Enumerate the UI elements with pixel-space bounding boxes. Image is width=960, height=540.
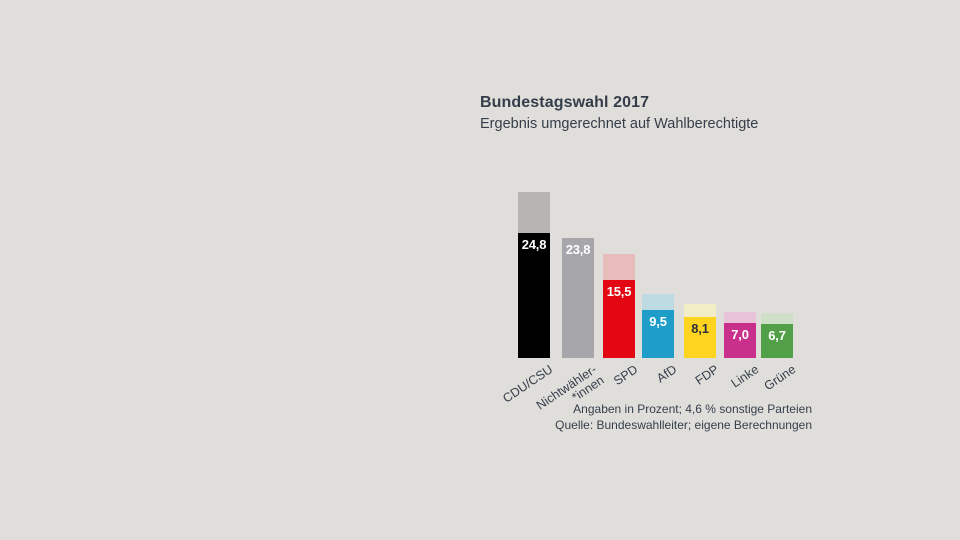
chart-subtitle: Ergebnis umgerechnet auf Wahlberechtigte (480, 116, 759, 132)
bar-solid-segment-spd: 15,5 (603, 279, 635, 358)
bar-spd: 15,5 (603, 254, 635, 358)
footnote-source: Quelle: Bundeswahlleiter; eigene Berechn… (555, 418, 812, 432)
bar-light-segment-gruene (761, 313, 793, 325)
bar-light-segment-fdp (684, 304, 716, 318)
footnote-note: Angaben in Prozent; 4,6 % sonstige Parte… (573, 402, 812, 416)
bar-gruene: 6,7 (761, 313, 793, 358)
bar-solid-segment-gruene: 6,7 (761, 324, 793, 358)
bar-afd: 9,5 (642, 294, 674, 358)
bar-light-segment-afd (642, 294, 674, 310)
bar-fdp: 8,1 (684, 304, 716, 358)
bar-value-label-fdp: 8,1 (691, 321, 709, 337)
bar-value-label-spd: 15,5 (606, 283, 632, 299)
bar-value-label-gruene: 6,7 (768, 328, 786, 344)
chart-title: Bundestagswahl 2017 (480, 94, 650, 111)
bar-light-segment-cdu-csu (518, 191, 550, 233)
bar-solid-segment-linke: 7,0 (724, 322, 756, 358)
bar-solid-segment-cdu-csu: 24,8 (518, 232, 550, 358)
bar-light-segment-linke (724, 311, 756, 323)
bar-linke: 7,0 (724, 311, 756, 358)
bar-value-label-linke: 7,0 (731, 326, 749, 342)
bar-value-label-cdu-csu: 24,8 (521, 236, 547, 252)
bar-solid-segment-fdp: 8,1 (684, 317, 716, 358)
bar-solid-segment-nichtwaehler: 23,8 (562, 237, 594, 358)
bar-value-label-afd: 9,5 (649, 314, 667, 329)
chart-header: Bundestagswahl 2017 Ergebnis umgerechnet… (480, 92, 758, 134)
bar-value-label-nichtwaehler: 23,8 (565, 241, 591, 257)
bar-solid-segment-afd: 9,5 (642, 310, 674, 358)
bar-nichtwaehler: 23,8 (562, 237, 594, 358)
chart-footnote: Angaben in Prozent; 4,6 % sonstige Parte… (555, 401, 812, 433)
bar-light-segment-spd (603, 254, 635, 280)
bar-cdu-csu: 24,8 (518, 191, 550, 358)
